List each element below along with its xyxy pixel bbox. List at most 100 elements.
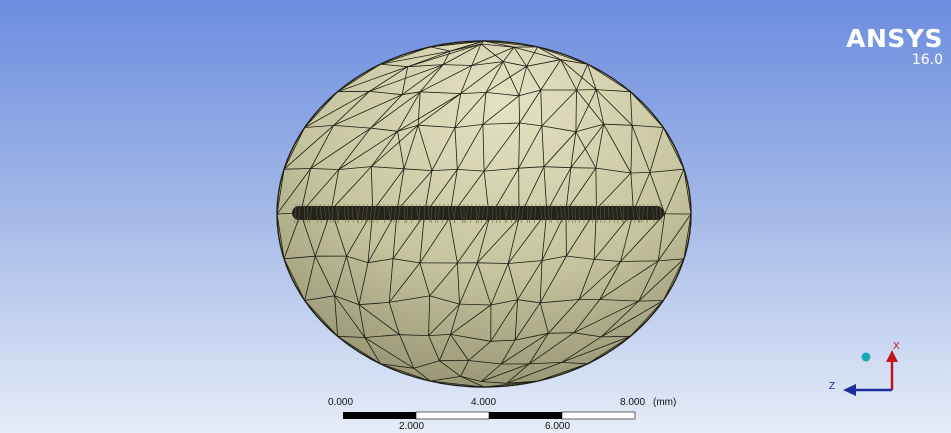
mesh-edge	[649, 172, 666, 215]
mesh-edge	[439, 360, 461, 377]
mesh-edge	[507, 211, 548, 264]
band-edge	[547, 203, 550, 224]
mesh-edge	[283, 258, 306, 301]
mesh-edge	[576, 64, 588, 91]
mesh-edge	[483, 380, 538, 387]
mesh-edge	[541, 255, 567, 261]
mesh-edge	[543, 166, 571, 169]
band-edge	[514, 203, 517, 224]
mesh-edge	[649, 168, 684, 173]
mesh-edge	[399, 334, 415, 369]
scale-label-8: 8.000	[620, 397, 646, 408]
mesh-edge	[337, 335, 381, 365]
mesh-edge	[456, 124, 484, 170]
mesh-edge	[283, 212, 302, 259]
triad-x-label: X	[893, 341, 900, 352]
mesh-edge	[513, 46, 561, 61]
band-edge	[369, 203, 373, 224]
band-edge	[503, 203, 508, 224]
mesh-edge	[371, 166, 405, 170]
mesh-edge	[631, 125, 651, 173]
band-edge	[534, 203, 537, 224]
mesh-edge	[483, 122, 520, 172]
mesh-edge	[500, 339, 516, 365]
mesh-edge	[573, 300, 639, 334]
mesh-edge	[380, 363, 414, 369]
mesh-edge	[546, 167, 572, 212]
band-edge	[365, 203, 369, 224]
mesh-edge	[371, 124, 419, 167]
mesh-edge	[662, 127, 685, 170]
mesh-edge	[419, 217, 450, 264]
mesh-edge	[397, 91, 421, 132]
band-edge	[343, 203, 346, 224]
mesh-edge	[480, 363, 502, 382]
mesh-edge	[419, 214, 425, 263]
mesh-edge	[483, 41, 515, 48]
mesh-edge	[417, 93, 461, 126]
mesh-edge	[578, 259, 595, 300]
mesh-edge	[310, 127, 371, 169]
mesh-edge	[460, 360, 469, 377]
mesh-edge	[468, 360, 502, 365]
band-edge	[309, 203, 313, 224]
mesh-edge	[561, 336, 602, 363]
mesh-edge	[439, 334, 451, 361]
mesh-edge	[397, 124, 419, 132]
band-edge	[355, 203, 359, 224]
mesh-edge	[595, 89, 605, 125]
mesh-edge	[599, 299, 639, 302]
band-edge	[415, 203, 420, 224]
mesh-edge	[566, 255, 595, 260]
band-edge	[423, 203, 426, 224]
mesh-edge	[369, 90, 403, 96]
mesh-edge	[507, 263, 518, 300]
band-edge	[505, 203, 509, 224]
scale-label-4: 4.000	[471, 397, 497, 408]
mesh-edge	[603, 123, 633, 126]
mesh-edge	[560, 59, 577, 91]
mesh-edge	[443, 43, 482, 65]
mesh-edge	[595, 124, 605, 169]
mesh-edge	[333, 94, 403, 126]
mesh-edge	[649, 127, 664, 173]
band-edge	[315, 203, 318, 224]
band-edge	[646, 203, 649, 224]
mesh-edge	[595, 168, 597, 210]
mesh-edge	[429, 295, 460, 305]
mesh-element-edges	[277, 41, 691, 387]
mesh-edge	[429, 262, 458, 297]
mesh-edge	[576, 89, 605, 125]
band-edge	[619, 203, 624, 224]
mesh-edge	[454, 93, 462, 128]
mesh-edge	[431, 127, 456, 171]
band-edge	[442, 203, 445, 224]
band-edge	[419, 203, 421, 224]
mesh-edge	[476, 262, 492, 306]
mesh-edge	[561, 362, 588, 365]
mesh-edge	[337, 335, 365, 338]
mesh-edge	[630, 172, 650, 174]
logo-version: 16.0	[911, 52, 943, 68]
mesh-edge	[380, 50, 451, 65]
mesh-edge	[449, 218, 458, 264]
band-edge	[611, 203, 615, 224]
band-edge	[383, 203, 385, 224]
axis-triad	[843, 350, 898, 396]
mesh-edge	[417, 125, 433, 171]
mesh-edge	[364, 334, 400, 338]
mesh-edge	[392, 258, 420, 264]
sphere-body[interactable]	[276, 40, 692, 388]
band-edge	[406, 203, 409, 224]
mesh-edge	[599, 261, 621, 300]
band-edge	[579, 203, 581, 224]
logo-name: ANSYS	[846, 24, 943, 53]
band-edge	[376, 203, 381, 224]
band-edge	[389, 203, 393, 224]
mesh-edge	[490, 339, 516, 342]
band-edge	[327, 203, 331, 224]
mesh-edge	[314, 256, 335, 296]
mesh-edge	[490, 263, 509, 306]
